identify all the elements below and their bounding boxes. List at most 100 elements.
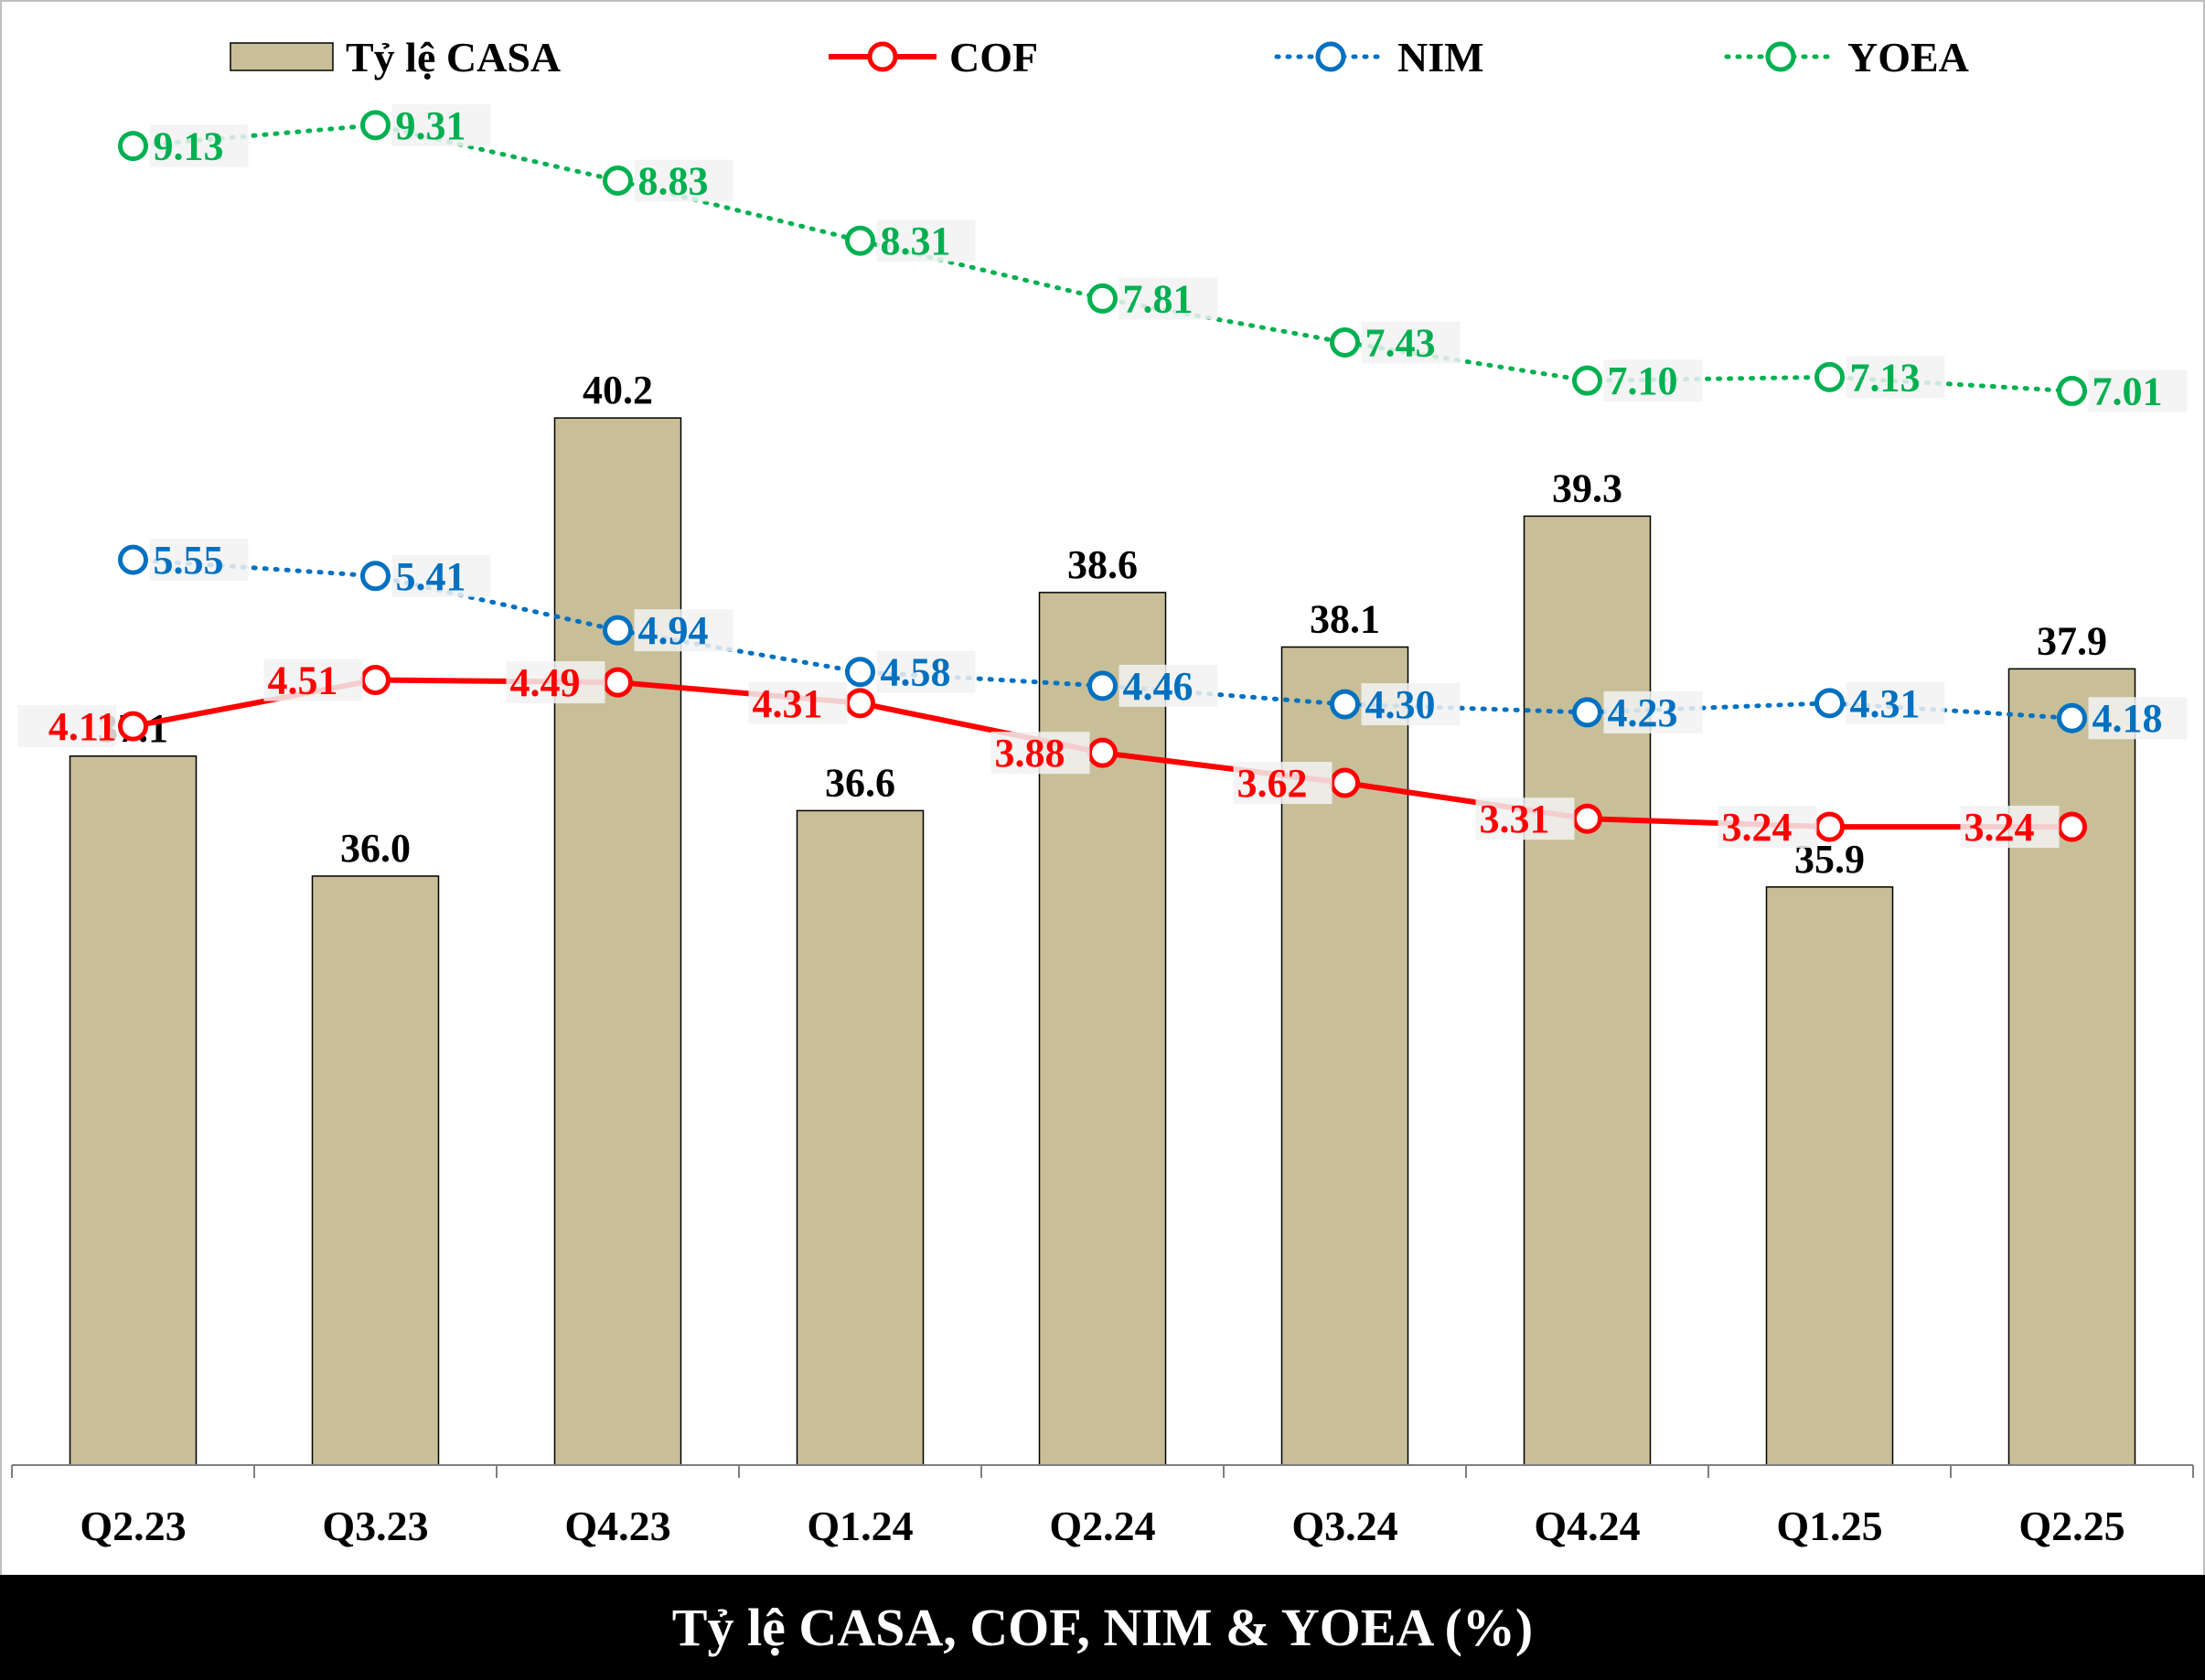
cof-label: 3.24 [1722, 805, 1793, 850]
casa-bar-label: 38.6 [1067, 542, 1138, 587]
nim-point [2057, 702, 2087, 733]
yoea-label: 9.13 [154, 124, 224, 169]
yoea-label-bg [149, 124, 249, 167]
legend-cof-marker [867, 41, 898, 72]
nim-label-bg [149, 539, 249, 582]
x-axis: Q2.23 Q3.23 Q4.23 Q1.24 Q2.24 Q3.24 Q4.24 Q1.25… [11, 1464, 2194, 1549]
nim-label-bg [2088, 697, 2188, 740]
nim-label: 4.18 [2093, 696, 2163, 741]
casa-bars: 37.136.040.236.638.638.139.335.937.9 [69, 368, 2136, 1466]
yoea-point [118, 131, 148, 162]
yoea-point [1087, 283, 1118, 314]
cof-label-bg [1960, 806, 2060, 849]
nim-label: 4.30 [1365, 682, 1436, 727]
nim-label: 4.23 [1608, 690, 1678, 735]
legend-yoea-label: YOEA [1847, 34, 1969, 80]
cof-label: 3.24 [1964, 805, 2035, 850]
yoea-label: 7.01 [2093, 369, 2163, 414]
nim-label-bg [391, 554, 491, 597]
legend-nim-marker [1315, 41, 1346, 72]
casa-bar [311, 875, 440, 1466]
nim-point [1330, 689, 1360, 720]
cof-label-bg [17, 705, 117, 748]
legend: Tỷ lệ CASA COF NIM YOEA [230, 34, 1969, 80]
x-tick-label: Q2.25 [2018, 1503, 2125, 1549]
yoea-label-bg [876, 219, 976, 262]
cof-point [1814, 811, 1845, 842]
casa-bar-label: 37.9 [2037, 618, 2107, 663]
yoea-label-bg [391, 103, 491, 146]
yoea-point [603, 165, 633, 196]
yoea-point [1330, 326, 1360, 358]
casa-bar [1523, 515, 1652, 1466]
legend-casa-label: Tỷ lệ CASA [346, 34, 561, 80]
nim-label-bg [876, 650, 976, 693]
cof-label-bg [1475, 797, 1575, 840]
yoea-label: 7.13 [1850, 355, 1921, 400]
nim-point [603, 615, 633, 646]
yoea-point [845, 225, 875, 256]
chart-title: Tỷ lệ CASA, COF, NIM & YOEA (%) [0, 1575, 2205, 1680]
yoea-label-bg [1361, 321, 1461, 364]
casa-bar-label: 40.2 [583, 368, 653, 412]
cof-point [603, 667, 633, 698]
cof-point [1572, 803, 1602, 834]
nim-label: 5.41 [396, 554, 466, 599]
cof-point [1087, 737, 1118, 768]
cof-label-bg [506, 661, 605, 704]
yoea-label-bg [1119, 277, 1218, 320]
x-tick-label: Q3.23 [322, 1503, 428, 1549]
nim-point [118, 544, 148, 575]
nim-point [360, 561, 391, 592]
data-labels: 4.11 4.51 4.49 4.31 3.88 3.62 3.31 3.24 3.24 5.55… [17, 103, 2188, 850]
yoea-label-bg [1846, 356, 1945, 399]
yoea-label-bg [2088, 369, 2188, 412]
nim-label: 4.58 [881, 650, 951, 695]
x-tick-label: Q3.24 [1291, 1503, 1397, 1549]
x-tick-label: Q4.24 [1534, 1503, 1640, 1549]
cof-point [118, 711, 148, 742]
nim-label-bg [634, 609, 733, 652]
cof-label-bg [1718, 806, 1817, 849]
cof-label: 4.31 [753, 681, 823, 726]
casa-bar [1038, 592, 1167, 1466]
nim-point [1572, 697, 1602, 728]
cof-label-bg [990, 732, 1090, 775]
cof-label-bg [263, 658, 363, 701]
nim-label-bg [1361, 683, 1461, 726]
yoea-point [1814, 361, 1845, 392]
nim-label: 4.31 [1850, 681, 1921, 726]
legend-yoea-marker [1765, 41, 1796, 72]
cof-point [1330, 767, 1360, 798]
nim-point [1087, 670, 1118, 701]
casa-bar [1765, 886, 1894, 1466]
yoea-point [2057, 376, 2087, 407]
cof-label-bg [748, 681, 848, 724]
nim-label: 4.46 [1123, 664, 1193, 709]
casa-bar-label: 36.0 [340, 826, 411, 871]
nim-label: 4.94 [638, 608, 709, 653]
x-tick-label: Q1.25 [1776, 1503, 1882, 1549]
cof-label: 3.62 [1237, 761, 1308, 806]
casa-bar [553, 417, 682, 1466]
nim-label-bg [1119, 664, 1218, 707]
nim-point [1814, 688, 1845, 719]
nim-label-bg [1846, 681, 1945, 724]
yoea-label-bg [634, 159, 733, 202]
x-tick-label: Q2.23 [80, 1503, 186, 1549]
casa-bar-label: 36.6 [825, 760, 895, 805]
yoea-label: 7.10 [1608, 358, 1678, 403]
cof-label: 3.88 [995, 731, 1065, 776]
yoea-label: 9.31 [396, 103, 466, 148]
nim-label: 5.55 [154, 538, 224, 583]
yoea-label: 8.83 [638, 158, 709, 203]
cof-label: 4.49 [510, 660, 581, 705]
yoea-label-bg [1603, 359, 1703, 402]
legend-nim-label: NIM [1397, 34, 1484, 80]
legend-casa-swatch [230, 42, 334, 71]
casa-bar [69, 755, 198, 1466]
yoea-point [1572, 365, 1602, 396]
casa-bar-label: 39.3 [1552, 465, 1622, 510]
